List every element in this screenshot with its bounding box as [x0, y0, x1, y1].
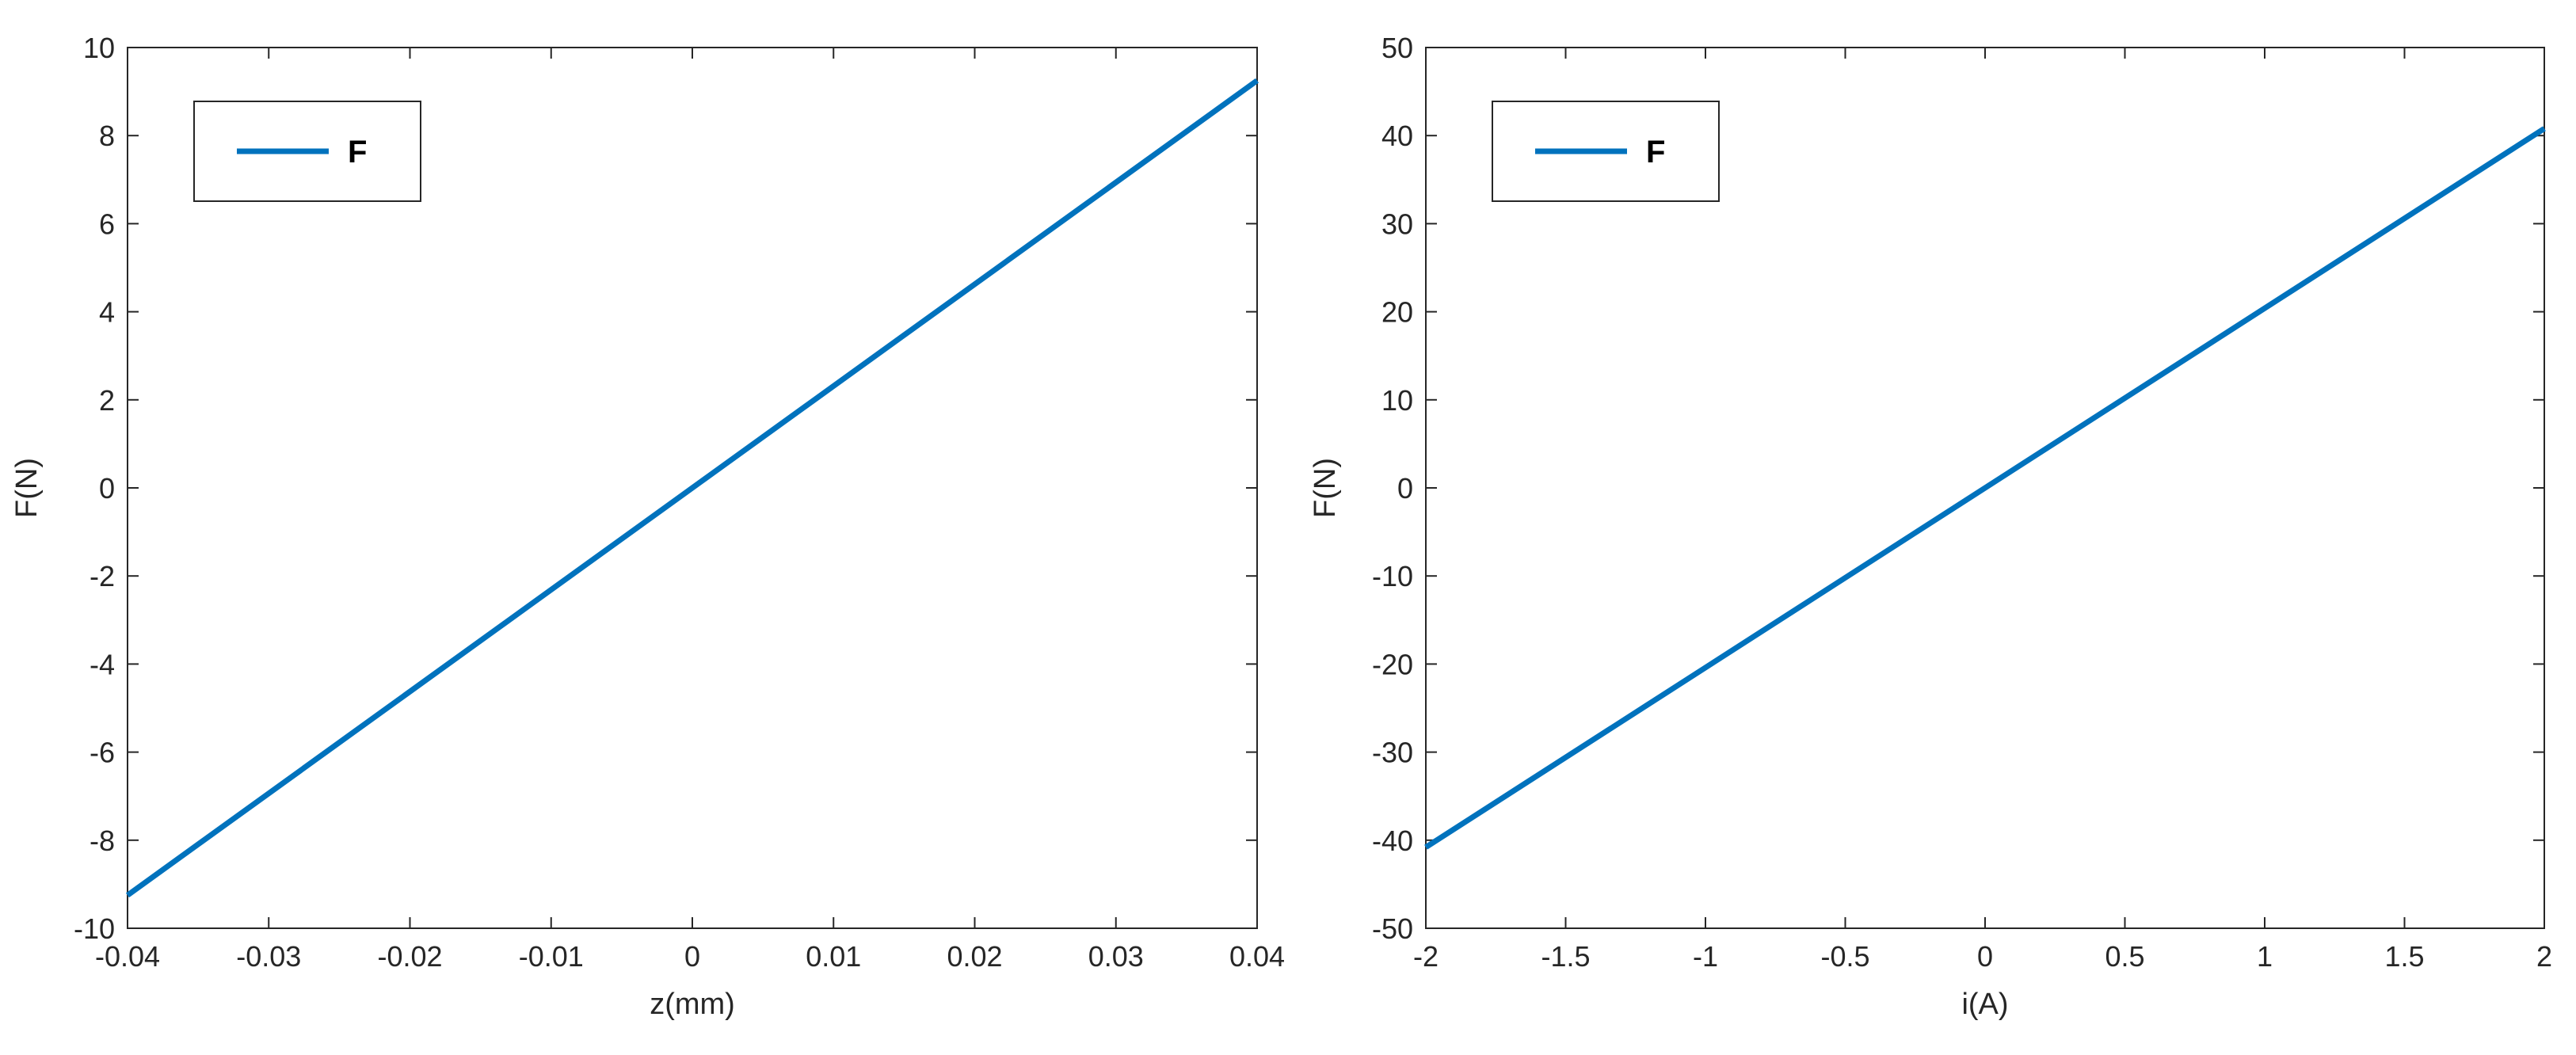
x-tick-label: -0.04 [95, 940, 160, 973]
x-tick-label: 0.01 [806, 940, 861, 973]
y-tick-label: 40 [1381, 120, 1413, 152]
y-tick-label: 0 [1397, 472, 1413, 505]
x-tick-label: -0.5 [1820, 940, 1869, 973]
y-tick-label: -10 [74, 912, 115, 945]
series-line-F [125, 78, 1259, 898]
chart-panel-1: -0.04 -0.03 -0.02 -0.01 0 0.01 0.02 0.03 0.04 -10… [10, 32, 1285, 1021]
y-tick-label: 20 [1381, 296, 1413, 329]
x-axis-label: i(A) [1961, 988, 2008, 1021]
x-tick-label: -1.5 [1541, 940, 1590, 973]
y-axis-label: F(N) [1309, 458, 1342, 518]
y-tick-label: 10 [83, 32, 115, 64]
y-tick-label: 8 [99, 120, 115, 152]
y-tick-label: 50 [1381, 32, 1413, 64]
y-tick-label: -6 [90, 737, 115, 769]
y-tick-label: -40 [1372, 825, 1413, 857]
x-tick-label: 1.5 [2384, 940, 2424, 973]
y-tick-label: 10 [1381, 384, 1413, 417]
legend-label: F [1646, 135, 1665, 169]
y-axis-label: F(N) [10, 458, 44, 518]
x-tick-label: 0 [1977, 940, 1993, 973]
x-tick-label: 1 [2257, 940, 2273, 973]
x-tick-label: 0.02 [947, 940, 1002, 973]
x-tick-label: 0.5 [2105, 940, 2144, 973]
y-tick-label: -4 [90, 648, 115, 680]
legend-label: F [348, 135, 367, 169]
x-tick-label: -0.01 [519, 940, 584, 973]
y-tick-label: 2 [99, 384, 115, 417]
x-tick-label: -1 [1693, 940, 1718, 973]
x-tick-label: 0.04 [1229, 940, 1285, 973]
y-tick-label: 4 [99, 296, 115, 329]
y-tick-label: -20 [1372, 648, 1413, 680]
y-tick-label: 30 [1381, 208, 1413, 240]
y-tick-label: 0 [99, 472, 115, 505]
y-tick-label: -2 [90, 560, 115, 592]
x-axis-label: z(mm) [650, 988, 735, 1021]
y-tick-label: -50 [1372, 912, 1413, 945]
legend: F [193, 101, 421, 202]
y-tick-label: -30 [1372, 737, 1413, 769]
x-tick-label: -0.03 [236, 940, 301, 973]
y-tick-label: -8 [90, 825, 115, 857]
x-tick-label: -2 [1413, 940, 1439, 973]
chart-panel-2: -2 -1.5 -1 -0.5 0 0.5 1 1.5 2 -50 -40 -30 -20 -10 0 10 2… [1309, 32, 2552, 1021]
x-tick-label: -0.02 [377, 940, 442, 973]
x-tick-label: 0 [684, 940, 700, 973]
x-tick-label: 2 [2536, 940, 2552, 973]
series-line-F [1424, 126, 2546, 850]
x-tick-label: 0.03 [1088, 940, 1144, 973]
y-tick-label: 6 [99, 208, 115, 240]
y-tick-label: -10 [1372, 560, 1413, 592]
legend: F [1492, 101, 1720, 202]
